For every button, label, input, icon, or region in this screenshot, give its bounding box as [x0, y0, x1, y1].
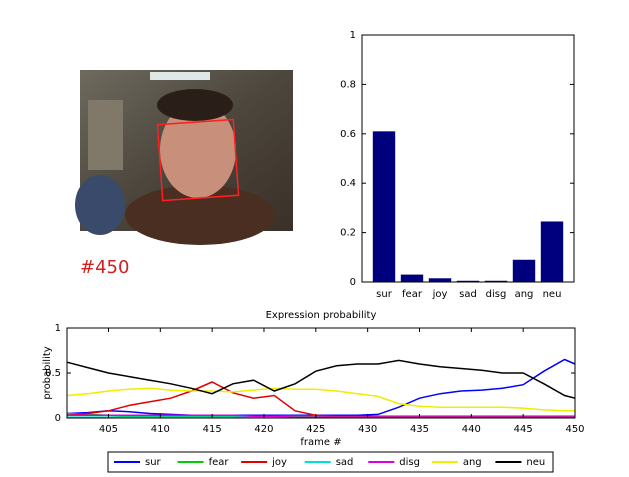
y-tick-label: 0.2	[340, 228, 356, 239]
x-tick-label: ang	[515, 289, 534, 300]
y-tick-label: 1	[55, 323, 61, 334]
x-tick-label: 450	[565, 424, 584, 435]
x-tick-label: 425	[306, 424, 325, 435]
x-tick-label: sur	[376, 289, 393, 300]
bar	[512, 259, 536, 282]
legend-label: neu	[526, 457, 545, 468]
y-tick-label: 0	[55, 413, 61, 424]
legend-label: sur	[145, 457, 162, 468]
y-tick-label: 0.8	[340, 79, 356, 90]
legend-label: joy	[271, 457, 287, 468]
x-tick-label: 415	[203, 424, 222, 435]
bar	[456, 280, 480, 282]
legend: sur fear joy sad disg ang neu	[107, 451, 554, 473]
x-tick-label: fear	[402, 289, 423, 300]
y-tick-label: 0	[350, 277, 356, 288]
legend-label: ang	[463, 457, 482, 468]
frame-number: #450	[80, 257, 129, 278]
x-axis-label: frame #	[300, 437, 341, 448]
bar	[400, 274, 424, 282]
video-frame	[75, 70, 293, 245]
legend-label: disg	[399, 457, 420, 468]
y-tick-label: 0.5	[45, 368, 61, 379]
chart-title: Expression probability	[266, 310, 377, 321]
legend-label: sad	[336, 457, 354, 468]
x-tick-label: 420	[254, 424, 273, 435]
bar	[428, 278, 452, 282]
bar	[372, 131, 396, 282]
series-line	[66, 359, 576, 399]
series-line	[67, 414, 575, 418]
y-tick-label: 0.4	[340, 178, 356, 189]
series-line	[66, 381, 575, 417]
x-tick-label: 410	[151, 424, 170, 435]
x-tick-label: 440	[462, 424, 481, 435]
bar	[484, 280, 508, 282]
axes-box	[361, 34, 575, 283]
x-tick-label: joy	[432, 289, 448, 300]
x-tick-label: sad	[459, 289, 477, 300]
x-tick-label: 405	[99, 424, 118, 435]
x-tick-label: 430	[358, 424, 377, 435]
series-line	[66, 387, 575, 412]
axes-box	[66, 327, 576, 419]
x-tick-label: neu	[543, 289, 562, 300]
x-tick-label: 435	[410, 424, 429, 435]
y-tick-label: 0.6	[340, 129, 356, 140]
y-tick-label: 1	[350, 30, 356, 41]
bar	[540, 221, 564, 282]
legend-label: fear	[209, 457, 230, 468]
x-tick-label: disg	[486, 289, 507, 300]
x-tick-label: 445	[514, 424, 533, 435]
y-axis-label: probability	[42, 346, 53, 399]
